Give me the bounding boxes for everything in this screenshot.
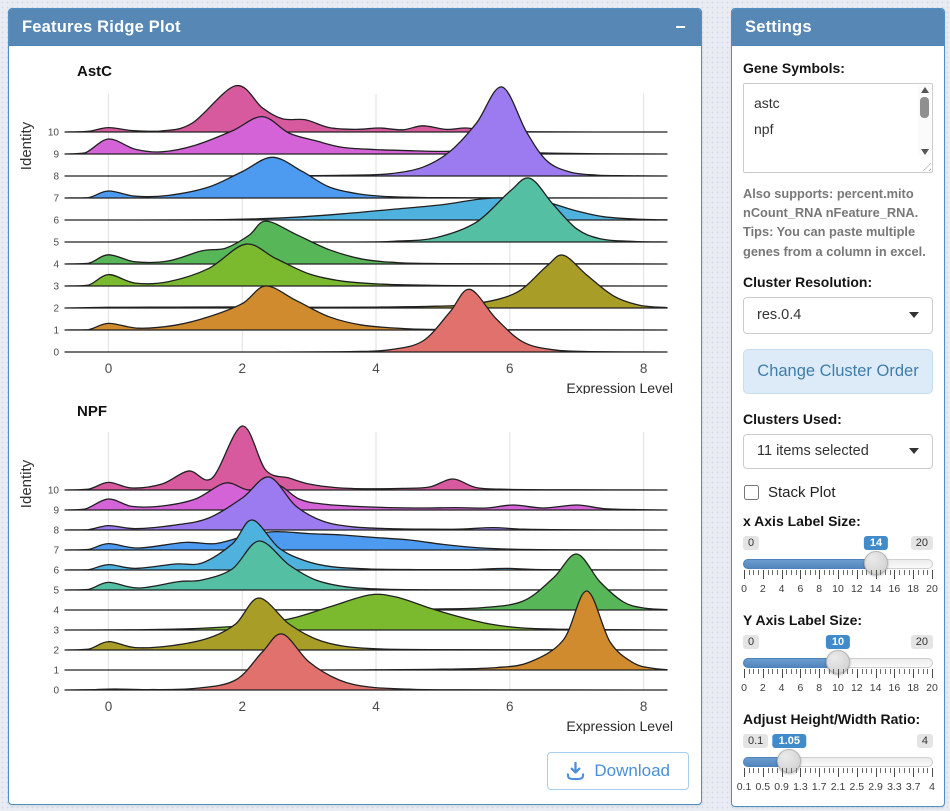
height-width-ratio-handle[interactable] [777,748,802,773]
y-axis-label-size-value-badge: 10 [825,634,851,649]
svg-text:10: 10 [48,486,60,497]
scrollbar-thumb[interactable] [920,97,929,118]
svg-text:0: 0 [105,699,113,714]
svg-text:0: 0 [53,348,59,359]
textarea-scrollbar[interactable] [918,85,931,157]
y-axis-label-size-max-label: 20 [910,634,933,649]
x-axis-label-size-filled-bar [743,558,878,569]
svg-text:8: 8 [640,699,648,714]
svg-text:Expression Level: Expression Level [566,718,673,734]
height-width-ratio-label: Adjust Height/Width Ratio: [743,710,921,727]
svg-text:2: 2 [238,699,246,714]
gene-symbols-help-text: Also supports: percent.mito nCount_RNA n… [743,186,926,259]
cluster-resolution-label: Cluster Resolution: [743,273,873,290]
features-ridge-plot-panel: Features Ridge Plot − 10 9 8 7 6 5 4 3 2 1 0 0 2 4 6 8 E… [8,8,702,805]
x-axis-label-size-max-label: 20 [910,535,933,550]
svg-text:9: 9 [53,150,59,161]
sliders-container: x Axis Label Size: 0 20 14 0 2 4 6 8 10 12 14 16 18 20… [737,512,938,798]
y-axis-label-size-label: Y Axis Label Size: [743,611,863,628]
x-axis-label-size-tick-grid: 0 2 4 6 8 10 12 14 16 18 20 [741,569,938,598]
scrollbar-down-icon[interactable] [920,149,929,155]
svg-text:10: 10 [48,128,60,139]
y-axis-label-size-group: Y Axis Label Size: 0 20 10 0 2 4 6 8 10 12 14 16 18 20 [741,611,938,699]
gene-symbols-label: Gene Symbols: [743,60,845,76]
svg-text:5: 5 [53,238,59,249]
settings-title: Settings [745,17,812,36]
svg-text:9: 9 [53,506,59,517]
svg-text:8: 8 [53,526,59,537]
y-axis-label-size-min-label: 0 [743,634,760,649]
chevron-down-icon [909,312,919,319]
svg-text:1: 1 [53,666,59,677]
svg-text:4: 4 [372,361,380,376]
height-width-ratio-value-badge: 1.05 [772,733,806,748]
svg-text:0: 0 [105,361,113,376]
chevron-down-icon [909,448,919,455]
svg-text:4: 4 [372,699,380,714]
svg-text:6: 6 [506,699,514,714]
clusters-used-value: 11 items selected [757,443,869,460]
gene-symbols-input[interactable]: astc npf [743,83,933,173]
svg-text:4: 4 [53,606,59,617]
svg-text:1: 1 [53,326,59,337]
svg-text:AstC: AstC [77,63,112,80]
y-axis-label-size-slider[interactable]: 0 20 10 0 2 4 6 8 10 12 14 16 18 20 [741,634,938,699]
clusters-used-dropdown[interactable]: 11 items selected [743,433,933,469]
cluster-resolution-value: res.0.4 [757,307,802,324]
settings-body: Gene Symbols: astc npf Also supports: pe… [732,46,944,806]
stack-plot-label: Stack Plot [768,483,836,501]
y-axis-label-size-tick-grid: 0 2 4 6 8 10 12 14 16 18 20 [741,668,938,697]
x-axis-label-size-group: x Axis Label Size: 0 20 14 0 2 4 6 8 10 12 14 16 18 20 [741,512,938,600]
download-icon [566,761,585,781]
svg-text:2: 2 [238,361,246,376]
svg-text:Identity: Identity [18,459,35,508]
height-width-ratio-slider[interactable]: 0.1 4 1.05 0.1 0.5 0.9 1.3 1.7 2.1 2.5 2.9 3.3 3.7 4 [737,733,935,798]
x-axis-label-size-handle[interactable] [864,550,888,575]
download-button[interactable]: Download [547,752,689,790]
svg-text:8: 8 [640,361,648,376]
svg-text:5: 5 [53,586,59,597]
ridge-plot-body: 10 9 8 7 6 5 4 3 2 1 0 0 2 4 6 8 Expression Level Identit… [9,46,701,742]
svg-text:6: 6 [506,361,514,376]
svg-text:Identity: Identity [18,121,35,170]
svg-text:2: 2 [53,304,59,315]
x-axis-label-size-slider[interactable]: 0 20 14 0 2 4 6 8 10 12 14 16 18 20 [741,535,938,600]
stack-plot-checkbox-row: Stack Plot [743,484,933,501]
panel-title: Features Ridge Plot [22,17,181,36]
download-label: Download [594,761,670,780]
svg-text:8: 8 [53,172,59,183]
settings-header: Settings [732,9,944,46]
svg-text:4: 4 [53,260,59,271]
svg-text:6: 6 [53,566,59,577]
svg-text:7: 7 [53,194,59,205]
features-ridge-plot-header: Features Ridge Plot − [9,9,701,46]
svg-text:7: 7 [53,546,59,557]
collapse-icon[interactable]: − [675,17,686,37]
change-cluster-order-button[interactable]: Change Cluster Order [743,348,933,394]
scrollbar-up-icon[interactable] [920,87,929,93]
svg-text:Expression Level: Expression Level [566,380,673,394]
gene-symbols-field-wrap: astc npf [743,83,933,173]
clusters-used-label: Clusters Used: [743,410,842,427]
settings-panel: Settings Gene Symbols: astc npf Also sup… [731,8,945,807]
svg-text:3: 3 [53,626,59,637]
height-width-ratio-min-label: 0.1 [743,733,769,748]
svg-text:6: 6 [53,216,59,227]
npf-ridge-plot: 10 9 8 7 6 5 4 3 2 1 0 0 2 4 6 8 Expression Level Identit… [15,394,693,734]
svg-text:NPF: NPF [77,403,107,420]
astc-ridge-plot: 10 9 8 7 6 5 4 3 2 1 0 0 2 4 6 8 Expression Level Identit… [15,54,693,396]
height-width-ratio-group: Adjust Height/Width Ratio: 0.1 4 1.05 0.1 0.5… [737,710,935,798]
x-axis-label-size-label: x Axis Label Size: [743,512,861,529]
x-axis-label-size-min-label: 0 [743,535,760,550]
height-width-ratio-max-label: 4 [916,733,933,748]
svg-text:2: 2 [53,646,59,657]
height-width-ratio-tick-grid: 0.1 0.5 0.9 1.3 1.7 2.1 2.5 2.9 3.3 3.7 4 [737,767,935,796]
x-axis-label-size-value-badge: 14 [863,535,889,550]
svg-text:3: 3 [53,282,59,293]
cluster-resolution-select[interactable]: res.0.4 [743,296,933,334]
svg-text:0: 0 [53,686,59,697]
stack-plot-checkbox[interactable] [744,484,759,500]
